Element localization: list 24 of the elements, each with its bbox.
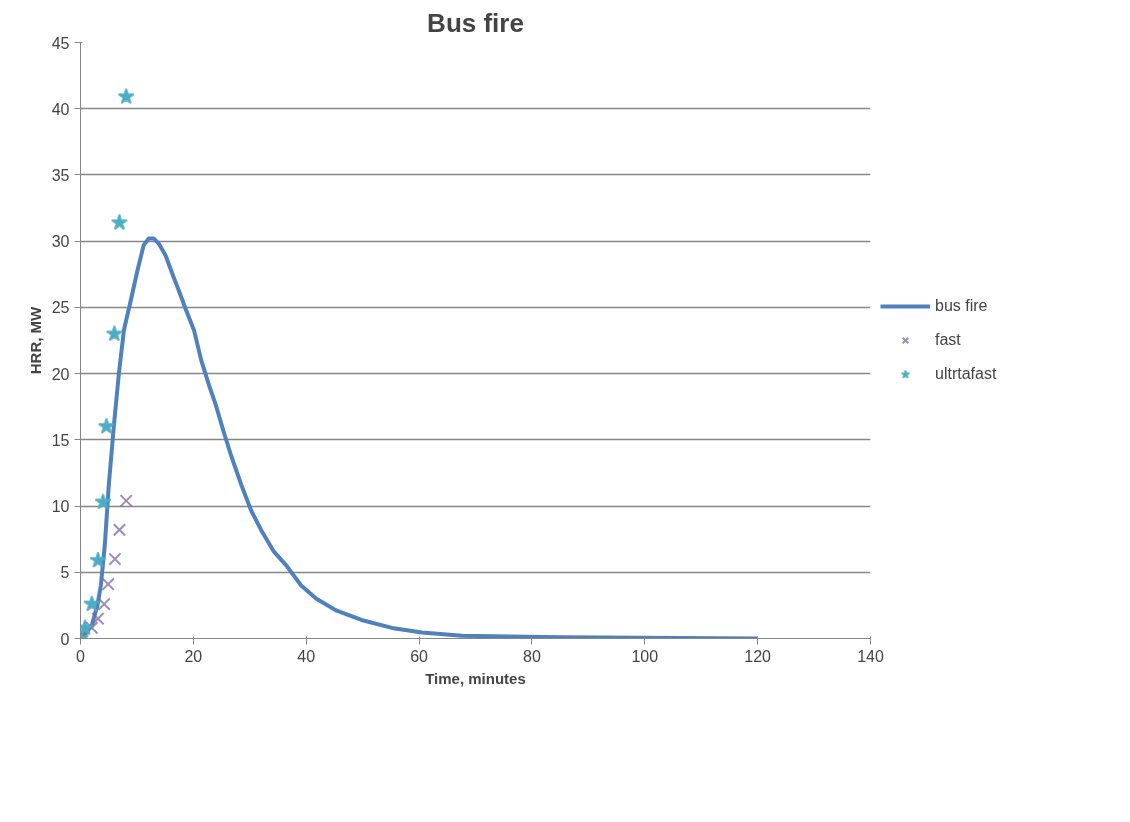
y-tick-label: 0 [60, 630, 70, 648]
x-tick-label: 0 [76, 647, 86, 665]
x-axis-title: Time, minutes [425, 669, 526, 687]
x-tick-label: 20 [184, 647, 203, 665]
chart-title: Bus fire [427, 7, 524, 38]
x-tick-label: 100 [631, 647, 659, 665]
x-tick-label: 80 [523, 647, 541, 665]
y-tick-label: 20 [51, 365, 70, 383]
y-tick-label: 15 [51, 431, 70, 449]
legend-label: bus fire [935, 297, 988, 315]
legend-label: ultrtafast [935, 365, 997, 383]
y-tick-label: 45 [51, 34, 70, 52]
y-axis-title: HRR, MW [26, 305, 44, 375]
y-tick-label: 30 [51, 233, 70, 251]
y-tick-label: 10 [51, 498, 70, 516]
x-tick-label: 140 [857, 647, 884, 665]
x-tick-label: 120 [744, 647, 772, 665]
y-tick-label: 40 [51, 100, 70, 118]
x-tick-label: 40 [297, 647, 316, 665]
y-tick-label: 5 [60, 564, 70, 582]
y-tick-label: 35 [51, 166, 70, 184]
y-tick-label: 25 [51, 299, 70, 317]
legend-label: fast [935, 331, 961, 349]
x-tick-label: 60 [410, 647, 429, 665]
